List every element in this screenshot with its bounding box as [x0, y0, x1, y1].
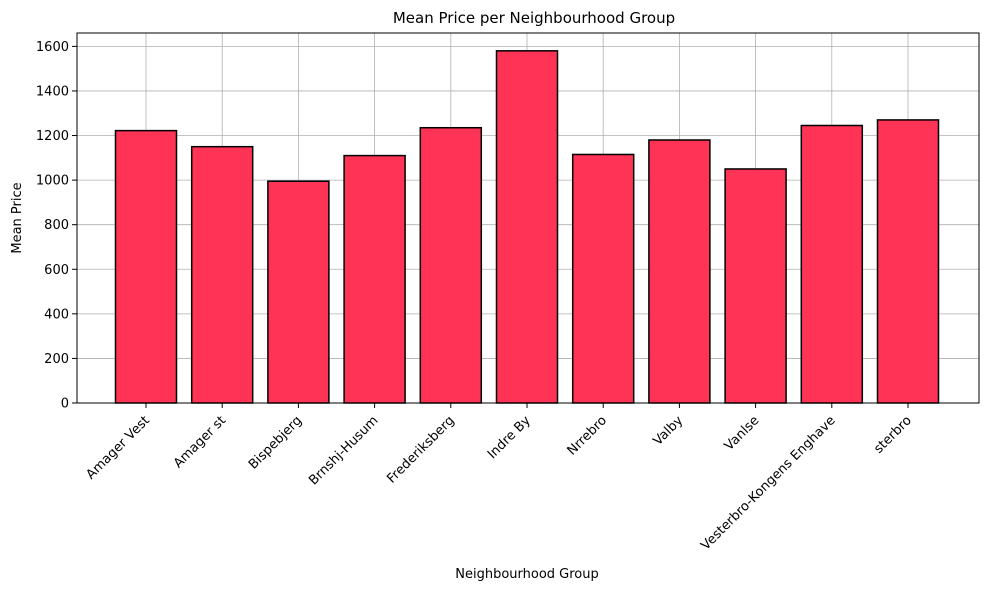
y-tick-label: 1000	[36, 174, 69, 189]
x-tick-label: sterbro	[871, 413, 915, 457]
bar	[724, 168, 787, 404]
bar	[190, 145, 254, 404]
x-axis-label: Neighbourhood Group	[455, 567, 599, 582]
plot-frame	[76, 32, 980, 404]
bar	[876, 119, 940, 404]
x-tick-label: Amager Vest	[84, 413, 153, 482]
bar	[571, 153, 635, 404]
bar	[343, 154, 406, 404]
bar	[419, 126, 483, 404]
x-tick-label: Nrrebro	[565, 413, 610, 458]
bar	[648, 139, 711, 404]
y-tick-label: 1400	[36, 84, 69, 99]
bar	[267, 180, 330, 404]
y-axis-ticks: 0 200 400 600 800 1000 1200 1400 1600	[36, 40, 77, 412]
bar	[800, 124, 864, 404]
x-axis-ticks: Amager Vest Amager st Bispebjerg Brnshj-Hus…	[84, 403, 915, 553]
bar	[495, 50, 559, 404]
x-tick-label: Bispebjerg	[246, 413, 305, 472]
y-tick-label: 1200	[36, 129, 69, 144]
x-tick-label: Brnshj-Husum	[306, 413, 381, 488]
x-tick-label: Vesterbro-Kongens Enghave	[698, 413, 838, 553]
x-tick-label: Vanlse	[722, 413, 763, 454]
y-tick-label: 200	[44, 352, 69, 367]
y-tick-label: 400	[44, 307, 69, 322]
y-tick-label: 600	[44, 263, 69, 278]
bars	[114, 50, 940, 404]
x-tick-label: Amager st	[171, 413, 229, 471]
y-tick-label: 800	[44, 218, 69, 233]
y-tick-label: 0	[61, 397, 69, 412]
bar	[114, 129, 178, 404]
y-tick-label: 1600	[36, 40, 69, 55]
x-tick-label: Valby	[651, 413, 687, 449]
y-axis-label: Mean Price	[10, 182, 25, 253]
x-tick-label: Frederiksberg	[384, 413, 457, 486]
x-tick-label: Indre By	[485, 413, 534, 462]
chart-title: Mean Price per Neighbourhood Group	[393, 9, 675, 27]
